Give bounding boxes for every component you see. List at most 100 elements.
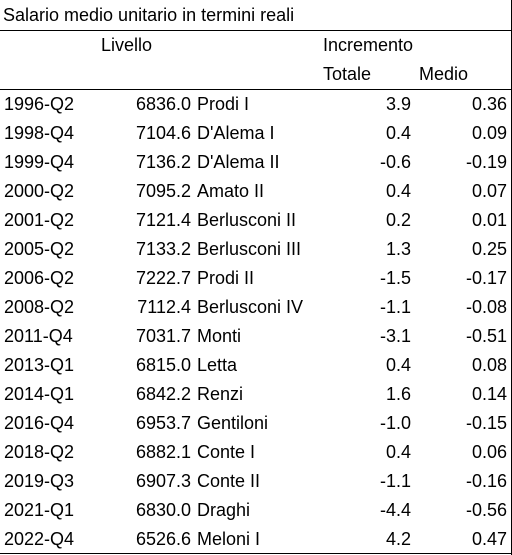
table-row: 2019-Q3 6907.3 Conte II -1.1 -0.16 [0,467,511,496]
cell-total: 0.4 [385,123,411,143]
cell-level: 6882.1 [135,442,191,462]
cell-period: 1998-Q4 [4,123,75,143]
cell-level: 6836.0 [135,94,191,114]
cell-total: 0.2 [385,210,411,230]
cell-level: 6907.3 [135,471,191,491]
cell-average: -0.08 [465,297,507,317]
cell-government: Draghi [197,500,251,520]
header-incremento: Incremento [323,35,414,55]
cell-government: Letta [197,355,238,375]
cell-period: 2006-Q2 [4,268,75,288]
table-row: 2001-Q2 7121.4 Berlusconi II 0.2 0.01 [0,206,511,235]
cell-period: 2016-Q4 [4,413,75,433]
cell-level: 6953.7 [135,413,191,433]
cell-total: 1.3 [385,239,411,259]
cell-government: Conte I [197,442,256,462]
cell-total: -1.0 [379,413,411,433]
cell-total: 0.4 [385,181,411,201]
cell-average: 0.09 [471,123,507,143]
cell-total: -1.1 [379,297,411,317]
cell-period: 2019-Q3 [4,471,75,491]
cell-government: Monti [197,326,242,346]
cell-level: 7222.7 [135,268,191,288]
cell-period: 2013-Q1 [4,355,75,375]
header-medio: Medio [419,64,469,84]
cell-average: -0.17 [465,268,507,288]
table-row: 2022-Q4 6526.6 Meloni I 4.2 0.47 [0,525,511,554]
cell-government: Conte II [197,471,261,491]
cell-level: 6815.0 [135,355,191,375]
table-row: 1996-Q2 6836.0 Prodi I 3.9 0.36 [0,90,511,119]
table-row: 1999-Q4 7136.2 D'Alema II -0.6 -0.19 [0,148,511,177]
cell-total: 0.4 [385,442,411,462]
cell-total: 4.2 [385,529,411,549]
cell-average: -0.16 [465,471,507,491]
cell-period: 2011-Q4 [4,326,73,346]
cell-period: 2022-Q4 [4,529,75,549]
cell-average: -0.19 [465,152,507,172]
table-row: 2008-Q2 7112.4 Berlusconi IV -1.1 -0.08 [0,293,511,322]
cell-average: 0.08 [471,355,507,375]
cell-period: 2001-Q2 [4,210,75,230]
table-header: Livello Incremento Totale Medio [0,31,511,90]
cell-government: Berlusconi IV [197,297,304,317]
cell-total: -4.4 [379,500,411,520]
cell-government: Gentiloni [197,413,269,433]
table-body: 1996-Q2 6836.0 Prodi I 3.9 0.36 1998-Q4 7104.6… [0,90,511,554]
cell-level: 7031.7 [135,326,191,346]
cell-period: 2000-Q2 [4,181,75,201]
table-row: 1998-Q4 7104.6 D'Alema I 0.4 0.09 [0,119,511,148]
cell-total: 3.9 [385,94,411,114]
table-row: 2014-Q1 6842.2 Renzi 1.6 0.14 [0,380,511,409]
cell-government: D'Alema I [197,123,275,143]
table-row: 2013-Q1 6815.0 Letta 0.4 0.08 [0,351,511,380]
table-row: 2016-Q4 6953.7 Gentiloni -1.0 -0.15 [0,409,511,438]
cell-government: Amato II [197,181,265,201]
cell-total: 0.4 [385,355,411,375]
cell-level: 7112.4 [137,297,191,317]
cell-level: 6830.0 [135,500,191,520]
cell-period: 2014-Q1 [4,384,75,404]
cell-government: Renzi [197,384,244,404]
table-row: 2011-Q4 7031.7 Monti -3.1 -0.51 [0,322,511,351]
cell-period: 1996-Q2 [4,94,75,114]
cell-average: 0.07 [471,181,507,201]
header-livello: Livello [101,35,153,55]
cell-average: -0.15 [465,413,507,433]
cell-level: 7121.4 [135,210,191,230]
cell-total: -3.1 [379,326,411,346]
cell-period: 2021-Q1 [4,500,75,520]
cell-period: 2018-Q2 [4,442,75,462]
cell-total: -1.1 [379,471,411,491]
cell-average: 0.47 [471,529,507,549]
cell-period: 1999-Q4 [4,152,75,172]
table-row: 2005-Q2 7133.2 Berlusconi III 1.3 0.25 [0,235,511,264]
table-row: 2018-Q2 6882.1 Conte I 0.4 0.06 [0,438,511,467]
cell-government: Berlusconi III [197,239,302,259]
cell-average: 0.06 [471,442,507,462]
cell-average: 0.14 [471,384,507,404]
table-row: 2021-Q1 6830.0 Draghi -4.4 -0.56 [0,496,511,525]
cell-government: Prodi II [197,268,255,288]
cell-average: -0.51 [465,326,507,346]
cell-total: 1.6 [385,384,411,404]
cell-government: Meloni I [197,529,261,549]
table-bottom-border [0,553,511,554]
header-totale: Totale [323,64,372,84]
cell-average: -0.56 [465,500,507,520]
cell-level: 6526.6 [135,529,191,549]
cell-government: Berlusconi II [197,210,297,230]
table-row: 2006-Q2 7222.7 Prodi II -1.5 -0.17 [0,264,511,293]
table-title: Salario medio unitario in termini reali [0,0,511,31]
cell-total: -0.6 [379,152,411,172]
cell-average: 0.01 [471,210,507,230]
cell-level: 7095.2 [135,181,191,201]
cell-average: 0.36 [471,94,507,114]
cell-total: -1.5 [379,268,411,288]
cell-level: 6842.2 [135,384,191,404]
cell-period: 2005-Q2 [4,239,75,259]
cell-level: 7133.2 [135,239,191,259]
cell-average: 0.25 [471,239,507,259]
cell-government: Prodi I [197,94,250,114]
